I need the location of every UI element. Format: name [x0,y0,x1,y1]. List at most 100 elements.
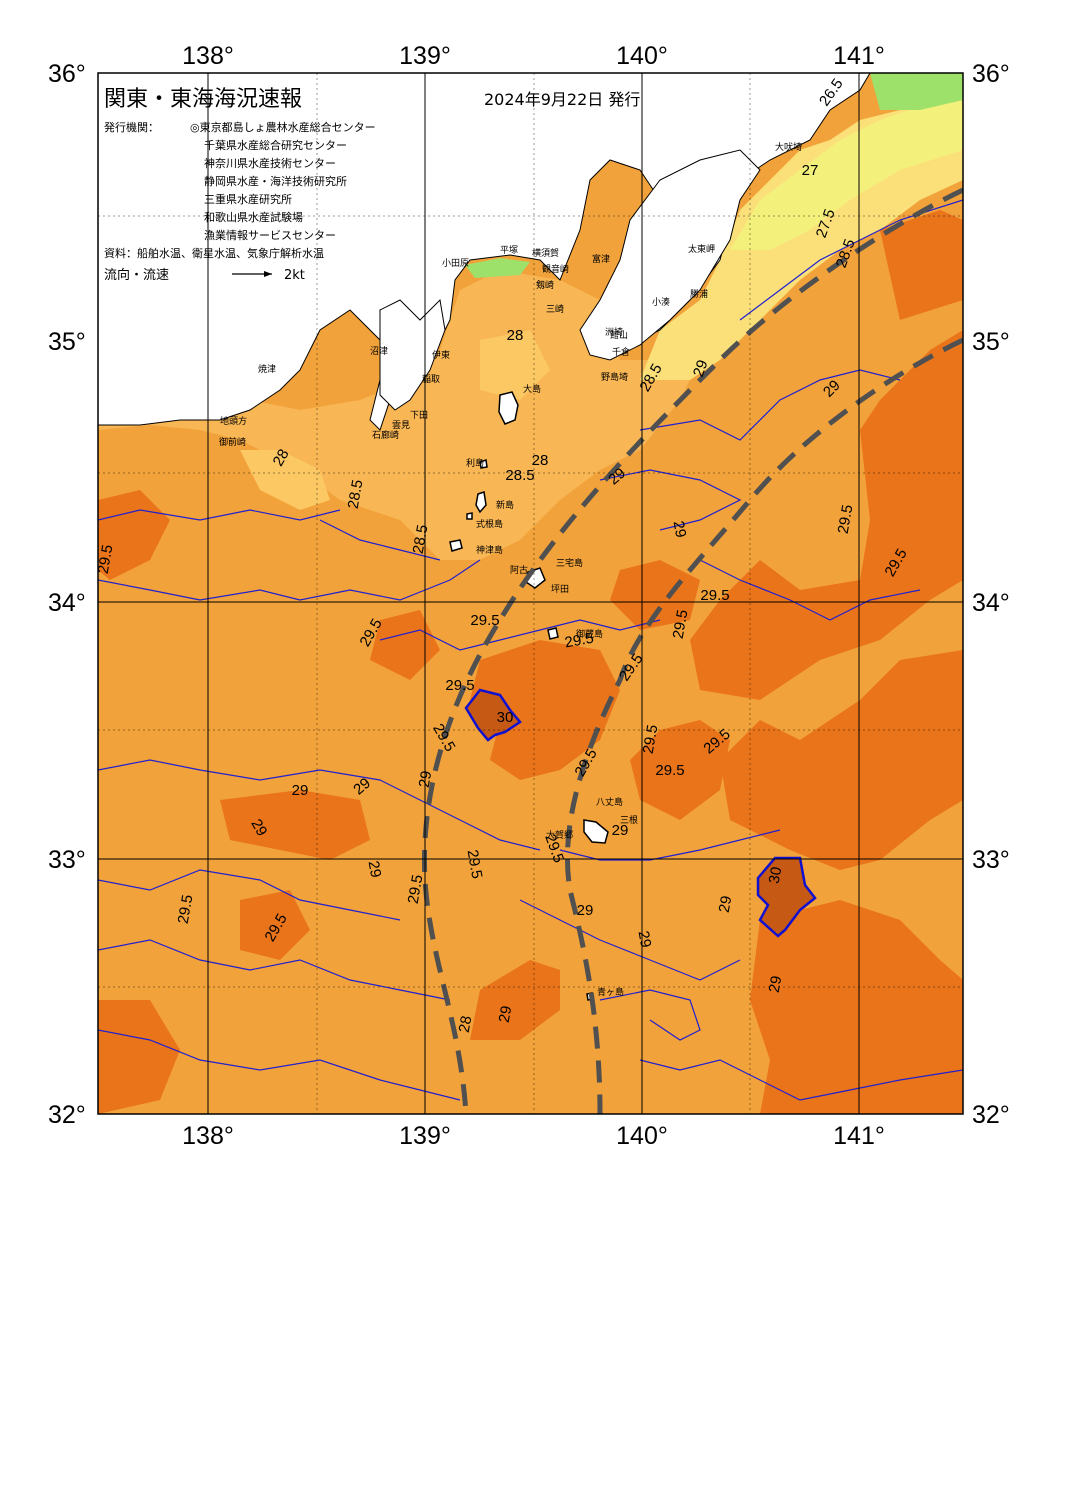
place-label: 野島埼 [601,371,628,383]
lon-label-bottom-140: 140° [616,1122,668,1150]
place-label: 小田原 [442,258,469,269]
isotherm-label: 29 [690,358,712,379]
flow-arrow-icon [232,271,272,277]
place-label: 大吠埼 [775,141,802,153]
place-label: 館山 [610,329,628,341]
island-kozushima [449,539,463,552]
isotherm-label: 30 [497,709,514,726]
island-niijima [475,491,487,514]
lat-label-left-34: 34° [48,589,86,617]
isotherm-label: 28.5 [410,523,432,555]
isotherm-label: 29 [292,782,309,799]
place-label: 伊東 [432,349,450,361]
sea-26-band [730,90,963,250]
land [98,73,871,431]
place-label: 石廊崎 [372,429,399,441]
place-label: 平塚 [500,245,518,256]
isotherm-label: 29.5 [563,630,595,652]
lon-label-bottom-141: 141° [833,1122,885,1150]
isotherm-label: 27 [802,162,819,179]
place-label: 焼津 [258,364,276,375]
isotherm-label: 29.5 [655,762,684,779]
isotherm-label: 29.5 [835,503,857,535]
place-label: 御前崎 [219,436,246,448]
place-label: 御蔵島 [576,628,603,640]
issuer-7: 漁業情報サービスセンター [204,228,336,242]
lon-label-top-140: 140° [616,42,668,70]
place-label: 阿古 [510,564,528,576]
issuer-6: 和歌山県水産試験場 [204,210,303,224]
isotherm-label: 29.5 [175,893,197,925]
place-label: 富津 [592,253,610,265]
island-shikinejima [466,512,473,520]
place-label: 洲埼 [605,326,623,338]
place-label: 大賀郷 [546,829,573,841]
issuer-4: 静岡県水産・海洋技術研究所 [204,174,347,188]
place-label: 神津島 [476,544,503,556]
flow-scale-label: 2kt [284,268,305,283]
place-label: 式根島 [476,518,503,530]
place-label: 三崎 [546,303,564,315]
isotherm-label: 29 [766,975,786,994]
place-label: 勝浦 [690,288,708,300]
place-label: 三宅島 [556,557,583,569]
lon-label-top-141: 141° [833,42,885,70]
sea-28-patches [240,330,550,510]
island-toshima [479,459,488,469]
isotherm-label: 29.5 [445,677,474,694]
isotherm-label: 29.5 [470,612,499,629]
place-label: 剱崎 [536,279,554,291]
place-label: 小湊 [652,296,670,308]
sea-28-5-band [98,270,700,560]
isotherm-label: 29 [247,816,270,839]
lat-label-left-32: 32° [48,1101,86,1129]
isotherm-label: 28.5 [505,467,534,484]
place-label: 大島 [523,383,541,395]
isotherm-lines [98,199,963,1101]
lon-label-bottom-139: 139° [399,1122,451,1150]
island-mikurajima [547,627,559,640]
lon-label-bottom-138: 138° [182,1122,234,1150]
isotherm-label: 28 [456,1015,476,1034]
place-label: 沼津 [370,346,388,357]
issuer-1: ◎東京都島しょ農林水産総合センター [190,120,376,134]
isotherm-label: 29.5 [405,873,427,905]
graticule [98,73,963,1114]
place-label: 三根 [620,814,638,826]
place-label: 千倉 [612,346,630,358]
isotherm-label: 29.5 [700,587,729,604]
isotherm-label: 29.5 [640,723,662,755]
graticule-minor [98,73,963,1114]
lon-label-top-139: 139° [399,42,451,70]
issue-date: 2024年9月22日 発行 [484,90,640,109]
sea-29-5-patches [98,210,963,1114]
isotherm-label: 29.5 [95,543,117,575]
lat-label-left-35: 35° [48,328,86,356]
isotherm-label: 29 [365,860,385,879]
lat-label-left-36: 36° [48,60,86,88]
place-label: 観音崎 [542,263,569,275]
place-label: 青ヶ島 [597,986,624,998]
isotherm-label: 29 [577,902,594,919]
lat-label-right-33: 33° [972,846,1010,874]
place-label: 利島 [466,457,484,469]
lon-label-top-138: 138° [182,42,234,70]
island-oshima [498,391,519,425]
issuer-2: 千葉県水産総合研究センター [204,138,347,152]
isotherm-label: 28 [270,446,293,469]
map-frame [97,72,964,1115]
place-label: 雲見 [392,420,410,431]
isotherm-label: 30 [766,866,786,885]
isotherm-label: 29.5 [464,848,486,880]
issuer-label: 発行機関： [104,120,159,134]
data-source: 資料：船舶水温、衛星水温、気象庁解析水温 [104,246,324,260]
flow-legend-label: 流向・流速 [104,267,169,283]
isotherm-label: 28 [507,327,524,344]
isotherm-label: 28 [532,452,549,469]
place-label: 新島 [496,499,514,511]
kuroshio-axis [421,187,963,1114]
isotherm-label: 29 [716,895,736,914]
place-label: 坪田 [551,584,569,595]
